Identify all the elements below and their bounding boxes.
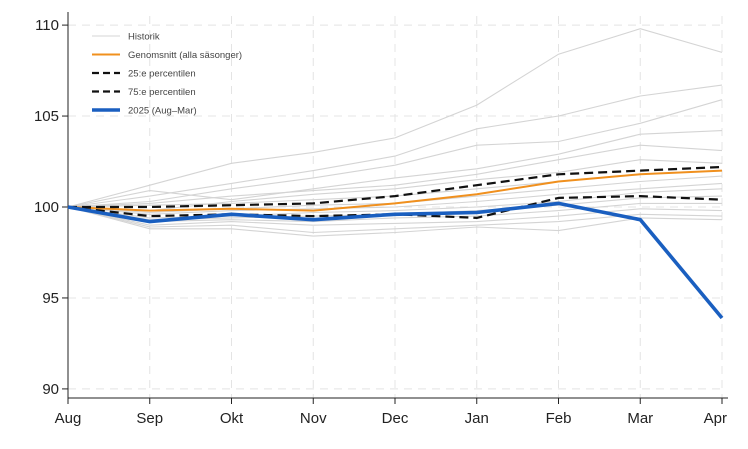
y-tick-label-110: 110 [35,17,59,34]
x-tick-label-nov: Nov [300,410,327,427]
x-tick-label-apr: Apr [704,410,727,427]
main-series [67,165,724,320]
x-tick-label-mar: Mar [627,410,653,427]
axes: 90 95 100 105 110 Aug Sep Okt Nov Dec Jan Feb Mar Apr [34,12,728,427]
historical-line-9 [67,182,723,215]
historical-line-15 [67,206,723,237]
legend-label-genomsnitt-alla-s-songer: Genomsnitt (alla säsonger) [128,50,242,61]
x-tick-label-dec: Dec [382,410,409,427]
legend-label-25-e-percentilen: 25:e percentilen [128,69,196,80]
historical-line-6 [67,159,723,212]
x-tick-label-okt: Okt [220,410,244,427]
x-tick-label-aug: Aug [55,410,82,427]
y-tick-label-95: 95 [42,290,59,307]
x-tick-label-sep: Sep [136,410,163,427]
y-tick-label-100: 100 [34,199,59,216]
y-tick-label-90: 90 [42,381,59,398]
historical-line-1 [67,28,723,208]
historical-line-13 [67,206,723,226]
series-line-genomsnitt-alla-s-songer [67,169,723,212]
historical-line-2 [67,84,723,208]
legend: Historik Genomsnitt (alla säsonger) 25:e p… [92,32,242,117]
historical-line-10 [67,188,723,219]
y-tick-label-105: 105 [34,108,59,125]
series-line-2025-aug-mar [67,201,724,320]
historical-line-5 [67,144,723,208]
historical-line-14 [67,206,723,234]
x-tick-label-jan: Jan [465,410,489,427]
series-line-75-e-percentilen [68,165,723,209]
legend-label-2025-aug-mar: 2025 (Aug–Mar) [128,106,197,117]
historical-line-4 [67,130,723,208]
legend-label-75-e-percentilen: 75:e percentilen [128,87,196,98]
historical-line-3 [67,99,723,208]
legend-label-historik: Historik [128,32,160,43]
x-tick-label-feb: Feb [546,410,572,427]
